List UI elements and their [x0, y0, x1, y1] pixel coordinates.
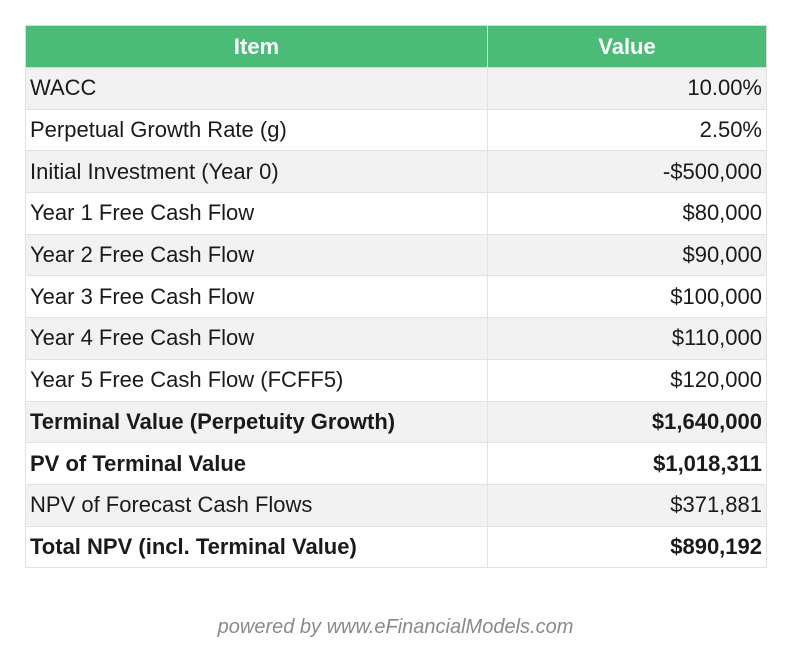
header-item: Item	[25, 25, 488, 68]
powered-by-footer: powered by www.eFinancialModels.com	[217, 616, 574, 638]
row-value: -$500,000	[487, 150, 767, 194]
row-value: $1,640,000	[487, 400, 767, 444]
table-row: Total NPV (incl. Terminal Value) $890,19…	[25, 525, 767, 569]
table-row: Terminal Value (Perpetuity Growth) $1,64…	[25, 400, 767, 444]
row-item-label: Year 2 Free Cash Flow	[25, 233, 488, 277]
row-value: $120,000	[487, 358, 767, 402]
table-row: NPV of Forecast Cash Flows $371,881	[25, 483, 767, 527]
row-item-label: Perpetual Growth Rate (g)	[25, 108, 488, 152]
row-item-label: Year 1 Free Cash Flow	[25, 192, 488, 235]
row-value: $100,000	[487, 275, 767, 319]
row-item-label: Year 5 Free Cash Flow (FCFF5)	[25, 358, 488, 402]
table-row: Year 5 Free Cash Flow (FCFF5) $120,000	[25, 358, 767, 402]
row-value: $80,000	[487, 192, 767, 235]
row-value: $110,000	[487, 317, 767, 360]
row-value: $1,018,311	[487, 442, 767, 485]
npv-table: Item Value WACC 10.00% Perpetual Growth …	[25, 25, 767, 569]
row-item-label: Initial Investment (Year 0)	[25, 150, 488, 194]
row-value: $371,881	[487, 483, 767, 527]
table-row: Year 1 Free Cash Flow $80,000	[25, 192, 767, 235]
header-row: Item Value	[25, 25, 767, 68]
row-item-label: Year 4 Free Cash Flow	[25, 317, 488, 360]
table-row: WACC 10.00%	[25, 67, 767, 110]
row-item-label: Total NPV (incl. Terminal Value)	[25, 525, 488, 569]
row-item-label: PV of Terminal Value	[25, 442, 488, 485]
row-value: $890,192	[487, 525, 767, 569]
table-row: Year 4 Free Cash Flow $110,000	[25, 317, 767, 360]
row-item-label: Terminal Value (Perpetuity Growth)	[25, 400, 488, 444]
table-row: Perpetual Growth Rate (g) 2.50%	[25, 108, 767, 152]
row-item-label: WACC	[25, 67, 488, 110]
table-row: Year 3 Free Cash Flow $100,000	[25, 275, 767, 319]
table-row: PV of Terminal Value $1,018,311	[25, 442, 767, 485]
table-row: Initial Investment (Year 0) -$500,000	[25, 150, 767, 194]
row-value: 10.00%	[487, 67, 767, 110]
row-value: $90,000	[487, 233, 767, 277]
table-row: Year 2 Free Cash Flow $90,000	[25, 233, 767, 277]
row-value: 2.50%	[487, 108, 767, 152]
header-value: Value	[487, 25, 767, 68]
row-item-label: Year 3 Free Cash Flow	[25, 275, 488, 319]
row-item-label: NPV of Forecast Cash Flows	[25, 483, 488, 527]
